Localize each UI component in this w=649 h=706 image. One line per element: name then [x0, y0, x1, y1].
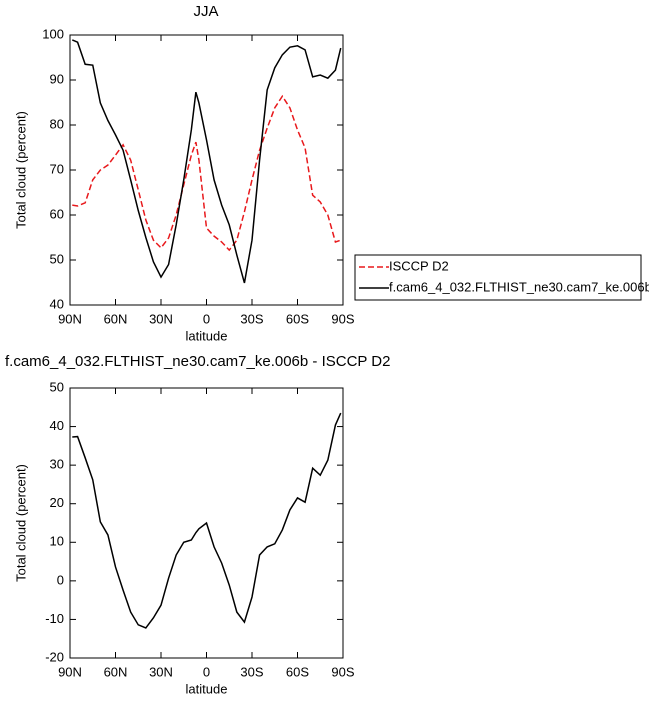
- legend-box: [354, 254, 642, 301]
- y-tick-label: 30: [50, 457, 64, 472]
- plot-frame: [69, 387, 344, 659]
- x-tick-label: 0: [203, 664, 210, 679]
- series-line: [71, 39, 342, 284]
- x-tick-label: 60S: [286, 664, 309, 679]
- x-tick-label: 30N: [149, 664, 173, 679]
- y-tick-label: 50: [50, 251, 64, 266]
- chart-title: JJA: [193, 3, 218, 20]
- y-tick-label: 40: [50, 296, 64, 311]
- legend-label: f.cam6_4_032.FLTHIST_ne30.cam7_ke.006b: [389, 279, 649, 294]
- y-tick-label: 80: [50, 116, 64, 131]
- y-tick-label: 20: [50, 495, 64, 510]
- y-axis-label: Total cloud (percent): [13, 111, 28, 229]
- y-tick-label: 10: [50, 534, 64, 549]
- chart-title: f.cam6_4_032.FLTHIST_ne30.cam7_ke.006b -…: [5, 353, 390, 370]
- series-line: [72, 412, 342, 629]
- x-tick-label: 30S: [240, 664, 263, 679]
- y-tick-label: 50: [50, 379, 64, 394]
- x-axis-label: latitude: [186, 328, 228, 343]
- x-tick-label: 90S: [331, 664, 354, 679]
- series-line: [72, 94, 341, 252]
- x-tick-label: 30S: [240, 311, 263, 326]
- y-tick-label: 0: [57, 572, 64, 587]
- x-tick-label: 90N: [58, 311, 82, 326]
- x-tick-label: 90N: [58, 664, 82, 679]
- x-tick-label: 90S: [331, 311, 354, 326]
- y-tick-label: -20: [45, 649, 64, 664]
- y-tick-label: 40: [50, 418, 64, 433]
- y-tick-label: 70: [50, 161, 64, 176]
- y-tick-label: 60: [50, 206, 64, 221]
- y-tick-label: -10: [45, 611, 64, 626]
- x-axis-label: latitude: [186, 681, 228, 696]
- x-tick-label: 60N: [104, 311, 128, 326]
- x-tick-label: 60N: [104, 664, 128, 679]
- x-tick-label: 0: [203, 311, 210, 326]
- plot-frame: [69, 34, 344, 306]
- y-tick-label: 100: [42, 26, 64, 41]
- y-tick-label: 90: [50, 71, 64, 86]
- y-axis-label: Total cloud (percent): [13, 464, 28, 582]
- x-tick-label: 60S: [286, 311, 309, 326]
- legend-label: ISCCP D2: [389, 258, 449, 273]
- x-tick-label: 30N: [149, 311, 173, 326]
